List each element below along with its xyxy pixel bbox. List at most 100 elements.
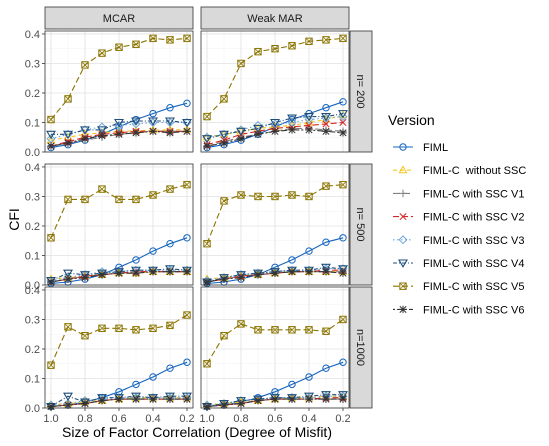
- panel-r2-c2-series-7-point-2: [220, 197, 228, 205]
- panel-r2-c2-series-1-point-9: [339, 234, 347, 242]
- y-tick-label: 0.2: [25, 88, 40, 100]
- panel-r2-c2-border: [200, 163, 350, 286]
- panel-r2-c2-series-7-point-6-shape: [288, 191, 296, 199]
- panel-r2-c2-series-8-point-6-shape: [288, 268, 296, 276]
- panel-r3-c1-series-7-point-9: [183, 311, 191, 319]
- panel-r2-c1-series-6-point-4-shape: [97, 269, 107, 279]
- x-tick-label: 0.6: [267, 413, 282, 425]
- panel-r3-c2-series-7-point-5-shape-x: [271, 326, 279, 334]
- panel-r2-c2-series-7-point-2-shape-x: [220, 197, 228, 205]
- panel-r1-c2-series-8-point-1-shape: [203, 142, 211, 150]
- y-tick-label: 0.0: [25, 147, 40, 159]
- panel-r2-c2-series-6-point-2: [219, 274, 229, 283]
- panel-r1-c2-series-8-point-8: [322, 127, 330, 136]
- panel-r2-c2-series-7-point-1: [203, 239, 211, 248]
- panel-r2-c1-series-6-point-7-shape: [148, 266, 158, 276]
- panel-r2-c1-border: [44, 163, 194, 286]
- panel-r1-c2-series-5-point-9-shape: [338, 112, 348, 122]
- panel-r1-c1-series-1-point-8: [166, 104, 174, 112]
- panel-r2-c1-series-6-point-9-shape: [182, 266, 192, 276]
- panel-r2-c1-series-8-point-9: [183, 268, 191, 276]
- panel-r2-c1-series-1-point-6: [132, 256, 140, 264]
- panel-r1-c1-series-8-point-9-shape: [183, 127, 191, 136]
- panel-r1-c2-series-6-point-6-shape: [287, 114, 297, 123]
- panel-r2-c2-series-7-point-9-shape: [339, 180, 347, 189]
- panel-r1-c2-series-8-point-1: [203, 142, 211, 150]
- panel-r2-c2-series-6-point-5: [270, 268, 280, 277]
- panel-r3-c2-series-6-point-6-shape: [287, 394, 297, 403]
- legend-item-marker-6: [398, 259, 408, 268]
- panel-r3-c1-series-7-point-2-shape: [64, 323, 72, 331]
- legend-item-marker-1: [399, 143, 407, 151]
- panel-r3-c1-series-8-point-2: [64, 401, 72, 409]
- panel-r1-c1: [44, 30, 194, 153]
- panel-r2-c1-series-6-point-2-shape: [63, 269, 73, 279]
- legend-item-marker-4-shape: [399, 213, 407, 221]
- column-strip-label-1: MCAR: [103, 13, 135, 25]
- panel-r2-c1-series-7-point-2-shape-x: [64, 195, 72, 203]
- panel-r1-c2-series-6-point-2-shape: [219, 130, 229, 140]
- panel-r2-c2-series-7-point-2-shape: [220, 197, 228, 205]
- panel-r3-c2-series-1-point-8: [322, 364, 330, 372]
- panel-r1-c2-series-7-point-5-shape-x: [271, 45, 279, 53]
- panel-r2-c1-series-8-point-6-shape: [132, 269, 140, 277]
- panel-r1-c2-series-6-point-6: [287, 114, 297, 123]
- panel-r1-c1-series-8-point-8: [166, 129, 174, 137]
- panel-r1-c1-series-7-point-4-shape-x: [98, 49, 106, 57]
- panel-r1-c1-series-5-point-4-shape: [97, 122, 107, 132]
- legend-item-marker-3-shape: [399, 189, 407, 198]
- panel-r3-c1-series-line-7: [50, 314, 188, 366]
- panel-r1-c1-series-8-point-6-shape: [132, 129, 140, 137]
- panel-r1-c1-series-8-point-5-shape: [115, 130, 123, 138]
- panel-r1-c2-series-4-point-9-shape: [339, 118, 347, 127]
- panel-r3-c2-series-8-point-8: [322, 395, 330, 403]
- panel-r2-c1-series-7-point-8-shape-x: [166, 185, 174, 193]
- panel-r3-c1-series-8-point-1: [47, 402, 55, 411]
- panel-r3-c1-series-8-point-4: [98, 396, 106, 405]
- panel-r3-c1-series-7-point-3-shape-x: [81, 332, 89, 340]
- panel-r3-c1-series-8-point-7: [149, 395, 157, 403]
- panel-r1-c2-series-6-point-7-shape: [304, 113, 314, 122]
- panel-r2-c2-series-7-point-8-shape: [322, 182, 330, 190]
- panel-r3-c2-series-line-2: [206, 395, 343, 406]
- panel-r3-c2-series-line-7: [206, 319, 344, 364]
- panel-r1-c1-series-8-point-7: [149, 127, 157, 136]
- panel-r2-c1-series-7-point-3: [81, 195, 89, 204]
- legend-title: Version: [388, 112, 435, 128]
- panel-r1-c2-series-2-point-1: [202, 132, 212, 141]
- panel-r1-c1-series-6-point-8: [165, 117, 175, 126]
- panel-r2-c2-series-8-point-3: [237, 273, 245, 282]
- panel-r1-c2-series-7-point-6-shape-x: [288, 42, 296, 50]
- row-strip-2: [349, 163, 373, 286]
- panel-r3-c1-series-7-point-1: [47, 361, 55, 369]
- panel-r1-c2-series-4-point-8-shape: [322, 120, 330, 128]
- panel-r2-c2-series-7-point-8: [322, 182, 330, 190]
- panel-r1-c1-series-line-2: [50, 129, 188, 141]
- panel-r1-c2-series-1-point-9-shape: [339, 98, 347, 106]
- panel-r2-c1-series-7-point-7-shape: [149, 191, 157, 199]
- panel-r1-c2-series-8-point-7-shape: [305, 126, 313, 134]
- panel-r3-c2-series-7-point-8-shape: [322, 327, 330, 335]
- panel-r2-c1-series-7-point-1-shape: [47, 234, 55, 242]
- panel-r3-c2-series-8-point-2-shape: [220, 401, 228, 409]
- y-tick-label: 0.3: [25, 58, 40, 70]
- panel-r3-c2-series-8-point-9-shape: [339, 395, 347, 403]
- panel-r3-c2: [200, 286, 350, 412]
- panel-r2-c1-series-8-point-1: [47, 278, 55, 286]
- panel-r3-c2-series-6-point-4: [253, 395, 263, 405]
- panel-r2-c2-series-6-point-6-shape: [287, 266, 297, 276]
- panel-r1-c1-series-6-point-3-shape: [80, 126, 90, 135]
- panel-r3-c1-series-7-point-2: [64, 323, 72, 331]
- y-tick-label: 0.4: [25, 162, 40, 174]
- panel-r2-c2-series-7-point-4-shape-x: [254, 192, 262, 200]
- panel-r1-c1-series-8-point-9: [183, 127, 191, 136]
- panel-r1-c1-series-8-point-6: [132, 129, 140, 137]
- legend-item-marker-2-shape: [398, 165, 408, 174]
- panel-r3-c2-series-8-point-1: [203, 402, 211, 411]
- panel-r1-c1-series-8-point-1-shape: [47, 142, 55, 150]
- panel-r3-c1-series-7-point-1-shape-x: [47, 361, 55, 369]
- panel-r2-c2-series-7-point-4-shape: [254, 192, 262, 201]
- panel-r1-c1-series-7-point-4-shape: [98, 49, 106, 57]
- panel-r1-c2-series-line-5: [206, 116, 344, 138]
- panel-r3-c2-series-7-point-2: [220, 331, 228, 340]
